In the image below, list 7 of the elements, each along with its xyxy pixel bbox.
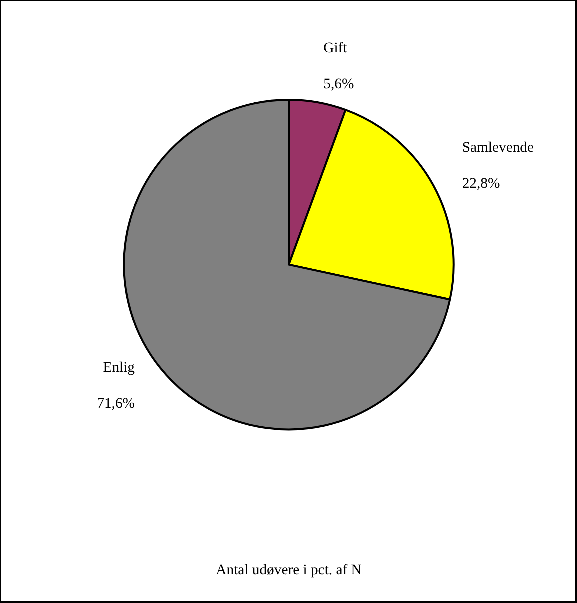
data-label: 22,8% <box>462 176 500 192</box>
data-label: 71,6% <box>97 396 135 412</box>
slice-label: Gift <box>324 40 348 56</box>
text: Antal udøvere i pct. af N <box>216 562 362 578</box>
slice-label: Samlevende <box>462 140 534 156</box>
slice-label: Enlig <box>103 360 136 376</box>
data-label: 5,6% <box>324 76 354 92</box>
